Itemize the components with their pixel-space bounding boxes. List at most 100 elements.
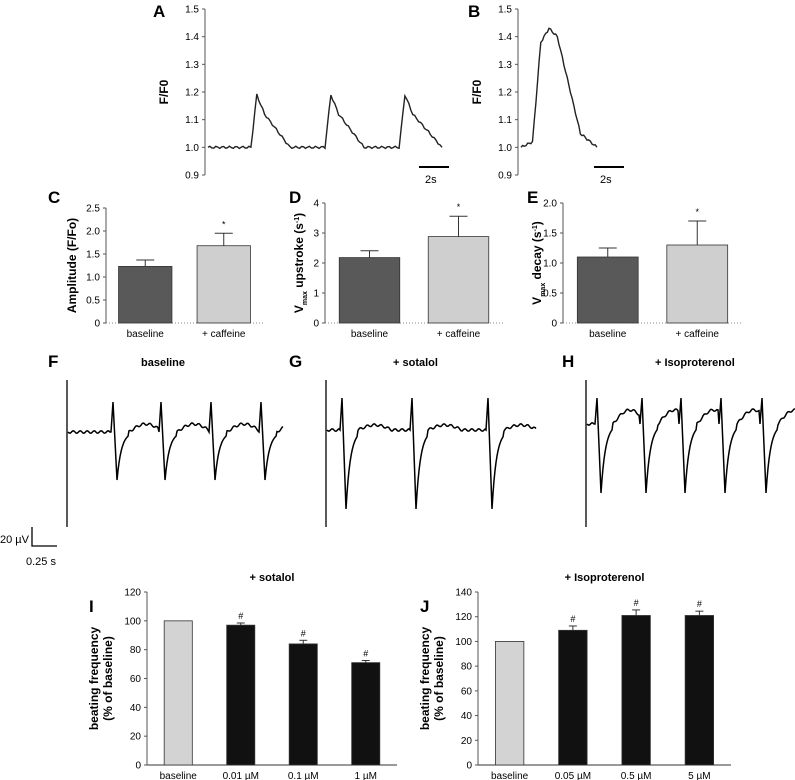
bar — [288, 643, 318, 766]
ecg-title-sotalol: + sotalol — [393, 357, 438, 369]
y-tick-label-c: 1.5 — [86, 250, 100, 261]
bar-chart-c: 0 0.5 1.0 1.5 2.0 2.5 baseline * + caffeine Ampli… — [65, 204, 263, 340]
y-axis-label-a: F/F0 — [157, 79, 171, 104]
y-axis-label-e: Vmax decay (s-1) — [530, 221, 547, 305]
y-axis-label-line2-j: (% of baseline) — [432, 636, 446, 721]
category-label: baseline — [351, 329, 389, 340]
scale-bar-time-b: 2s — [600, 174, 612, 186]
bar — [226, 624, 256, 766]
scale-bar-time-a: 2s — [425, 174, 437, 186]
y-tick-label-b: 1.1 — [498, 115, 512, 126]
y-axis-label-b: F/F0 — [470, 79, 484, 104]
y-axis-label-line1-j: beating frequency — [418, 627, 432, 731]
panel-label-b: B — [468, 2, 480, 21]
bar — [666, 244, 729, 324]
bar — [351, 662, 381, 766]
significance-marker: # — [363, 648, 368, 658]
y-tick-label-i: 0 — [135, 761, 141, 772]
y-tick-label-b: 1.2 — [498, 88, 512, 99]
chart-title-i: + sotalol — [250, 572, 295, 584]
y-tick-label-e: 0.5 — [543, 289, 557, 300]
category-label: baseline — [127, 329, 165, 340]
y-tick-label-d: 2 — [313, 259, 319, 270]
significance-marker: # — [238, 611, 243, 621]
ecg-scale-time-label: 0.25 s — [26, 556, 56, 568]
bar-chart-i: 0 20 40 60 80 100 120 baseline #0.01 µM #0.1 µM #1… — [87, 572, 397, 780]
significance-marker: * — [222, 219, 226, 229]
significance-marker: # — [301, 628, 306, 638]
ecg-trace-sotalol — [326, 397, 537, 510]
bar-chart-j: 0 20 40 60 80 100 120 140 baseline #0.05 µM #0.5 µ… — [418, 572, 731, 780]
category-label: + caffeine — [676, 329, 720, 340]
bar — [338, 257, 401, 324]
panel-label-d: D — [289, 188, 301, 207]
category-label: 0.5 µM — [621, 771, 652, 780]
y-tick-label-b: 0.9 — [498, 171, 512, 182]
y-tick-label-j: 20 — [461, 736, 473, 747]
y-tick-label-e: 2.0 — [543, 199, 557, 210]
y-tick-label-e: 1.0 — [543, 259, 557, 270]
y-tick-label-i: 80 — [130, 645, 142, 656]
y-tick-label-j: 0 — [466, 761, 472, 772]
y-tick-label-j: 80 — [461, 662, 473, 673]
panel-label-e: E — [527, 188, 538, 207]
panel-label-g: G — [289, 352, 302, 371]
category-label: baseline — [160, 771, 198, 780]
y-tick-label-d: 0 — [313, 319, 319, 330]
calcium-trace-chart-a: 0.9 1.0 1.1 1.2 1.3 1.4 1.5 F/F0 — [157, 5, 443, 182]
y-axis-label-d: Vmax upstroke (s-1) — [292, 213, 309, 313]
bar — [494, 641, 525, 766]
calcium-trace-chart-b: 0.9 1.0 1.1 1.2 1.3 1.4 1.5 F/F0 — [470, 5, 598, 182]
panel-label-j: J — [420, 597, 429, 616]
panel-label-i: I — [89, 597, 94, 616]
y-tick-label-j: 120 — [455, 612, 472, 623]
significance-marker: # — [570, 614, 575, 624]
category-label: baseline — [589, 329, 627, 340]
y-axis-label-line2-i: (% of baseline) — [101, 636, 115, 721]
y-tick-label-a: 1.2 — [185, 88, 199, 99]
y-tick-label-a: 1.1 — [185, 115, 199, 126]
ecg-title-isoproterenol: + Isoproterenol — [655, 357, 735, 369]
y-tick-label-a: 1.3 — [185, 60, 199, 71]
ecg-scale-bar — [31, 527, 57, 547]
significance-marker: # — [634, 598, 639, 608]
y-tick-label-i: 60 — [130, 674, 142, 685]
panel-label-a: A — [153, 2, 165, 21]
y-tick-label-c: 2.0 — [86, 227, 100, 238]
significance-marker: * — [457, 202, 461, 212]
y-tick-label-a: 1.4 — [185, 32, 199, 43]
ecg-title-baseline: baseline — [141, 357, 185, 369]
bar — [118, 266, 173, 324]
y-tick-label-j: 60 — [461, 686, 473, 697]
significance-marker: # — [697, 599, 702, 609]
category-label: + caffeine — [437, 329, 481, 340]
y-tick-label-c: 1.0 — [86, 273, 100, 284]
category-label: 1 µM — [355, 771, 377, 780]
bar — [196, 245, 251, 324]
bar — [576, 256, 639, 324]
y-tick-label-b: 1.3 — [498, 60, 512, 71]
bar — [684, 615, 715, 766]
ecg-scale-voltage-label: 20 µV — [0, 534, 30, 546]
category-label: 0.05 µM — [555, 771, 591, 780]
y-tick-label-i: 100 — [124, 616, 141, 627]
category-label: baseline — [491, 771, 529, 780]
category-label: 0.01 µM — [223, 771, 259, 780]
y-tick-label-a: 1.5 — [185, 5, 199, 16]
y-tick-label-d: 1 — [313, 289, 319, 300]
y-tick-label-b: 1.5 — [498, 5, 512, 16]
bar — [427, 236, 490, 324]
y-axis-label-c: Amplitude (F/Fo) — [65, 218, 79, 313]
y-tick-label-i: 20 — [130, 732, 142, 743]
ecg-trace-isoproterenol — [586, 397, 795, 494]
category-label: 0.1 µM — [288, 771, 319, 780]
y-tick-label-j: 40 — [461, 711, 473, 722]
bar-chart-d: 0 1 2 3 4 baseline * + caffeine Vmax upstroke (s… — [292, 199, 503, 340]
y-tick-label-d: 3 — [313, 229, 319, 240]
y-tick-label-a: 0.9 — [185, 171, 199, 182]
calcium-trace-line-b — [520, 27, 598, 148]
bar — [163, 620, 193, 766]
y-tick-label-i: 120 — [124, 588, 141, 599]
y-tick-label-j: 100 — [455, 637, 472, 648]
y-tick-label-d: 4 — [313, 199, 319, 210]
